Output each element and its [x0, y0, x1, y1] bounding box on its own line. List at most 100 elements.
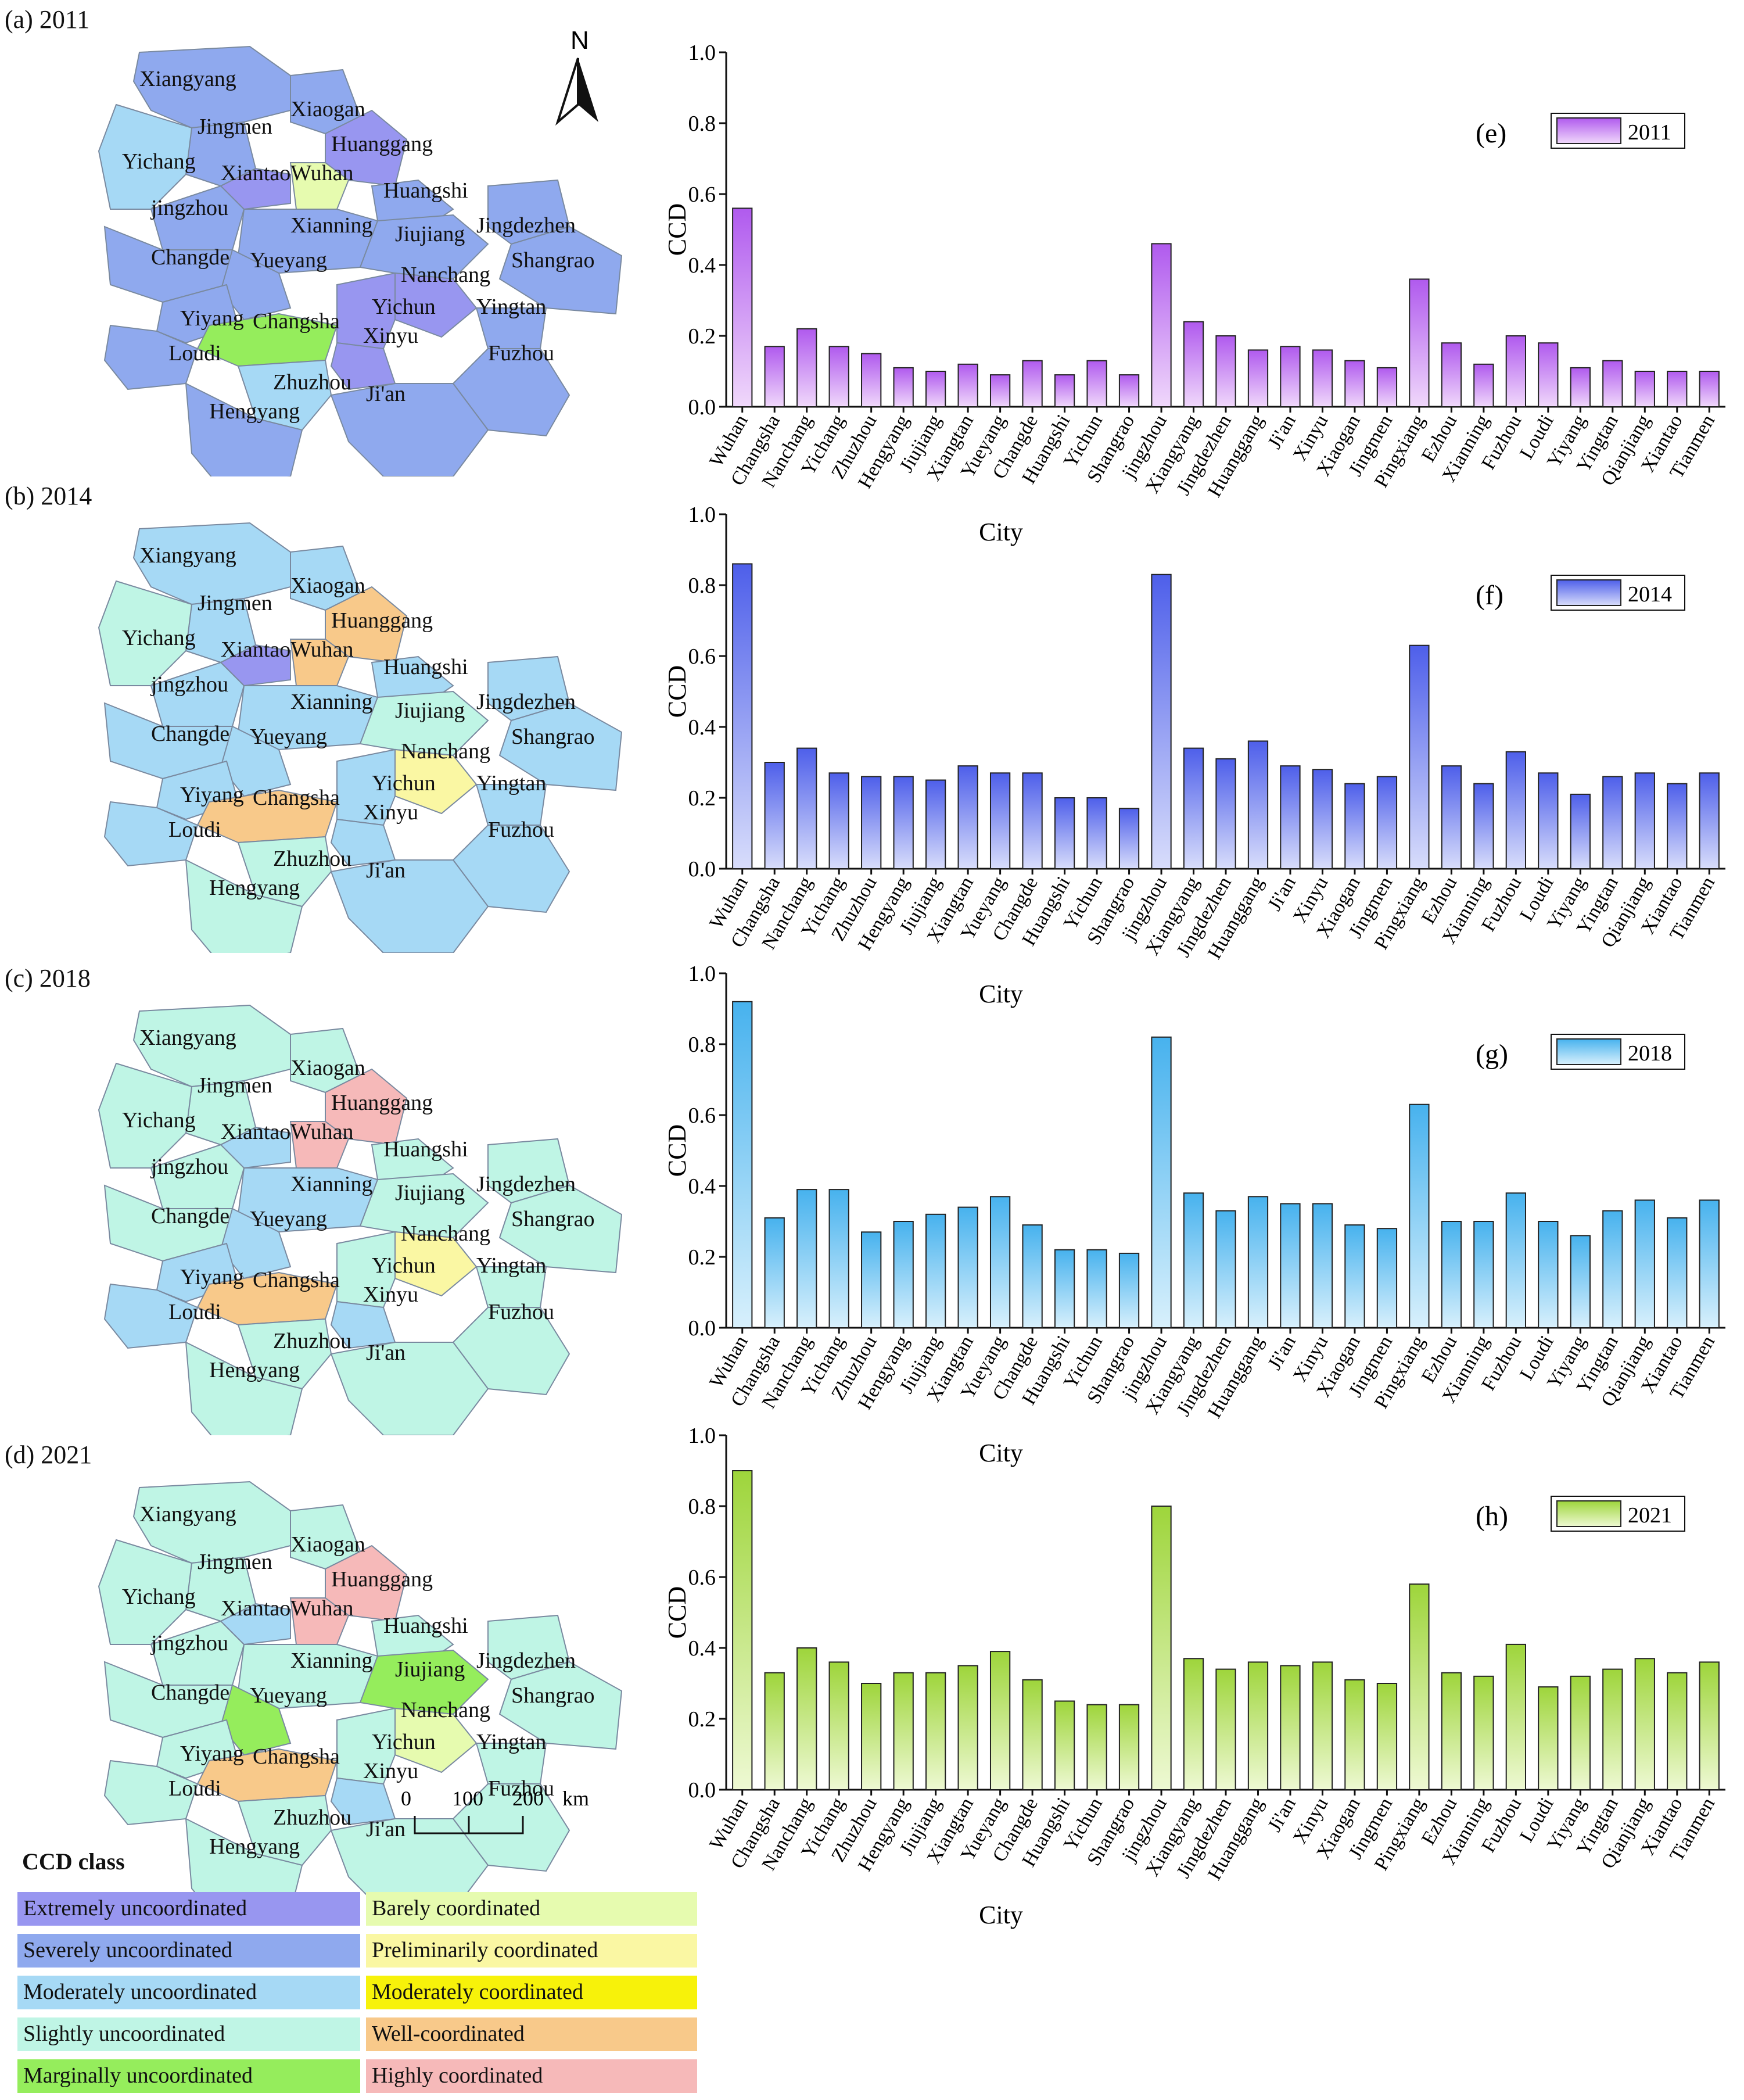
legend-label: Moderately uncoordinated	[23, 1980, 257, 2004]
map-label: Yueyang	[250, 248, 327, 273]
map-region-shangrao	[498, 702, 623, 791]
bar-jingzhou	[1151, 1506, 1172, 1790]
bar-yichang	[828, 1661, 849, 1790]
map-label: Yiyang	[180, 1741, 244, 1766]
x-axis-label: City	[979, 1901, 1023, 1929]
bar-changsha	[764, 1217, 785, 1328]
map-region-jingzhou	[150, 1144, 245, 1209]
scale-tick-200: 200	[512, 1787, 544, 1810]
legend-swatch	[366, 1892, 697, 1926]
bar-tianmen	[1699, 1661, 1720, 1790]
bar-fuzhou	[1505, 335, 1527, 407]
map-label: Fuzhou	[488, 1776, 554, 1801]
map-label: Zhuzhou	[273, 1805, 351, 1830]
map-label: Yiyang	[180, 783, 244, 807]
map-label: Zhuzhou	[273, 370, 351, 395]
bar-loudi	[1538, 1221, 1559, 1328]
bar-nanchang	[796, 1647, 817, 1790]
bar-xiaogan	[1344, 1224, 1365, 1328]
map-region-yueyang	[220, 249, 292, 321]
map-label: Hengyang	[209, 876, 300, 900]
series-legend-swatch	[1556, 117, 1621, 144]
legend-item: Preliminarily coordinated	[366, 1929, 697, 1971]
map-label: Huangshi	[383, 655, 468, 679]
bar-jian	[1280, 1203, 1301, 1328]
bar-changsha	[764, 346, 785, 407]
bar-pingxiang	[1409, 278, 1430, 407]
y-axis-label: CCD	[668, 203, 691, 256]
y-tick-label: 0.2	[688, 1245, 716, 1270]
series-legend-label: 2011	[1628, 120, 1671, 145]
map-region-xinyu	[330, 1777, 396, 1826]
map-region-yichun	[336, 1231, 396, 1309]
map-label: Shangrao	[511, 248, 595, 273]
ccd-legend: CCD class Extremely uncoordinated Severel…	[17, 1842, 703, 2098]
bar-xinyu	[1312, 1661, 1333, 1790]
map-label: Changsha	[253, 786, 340, 810]
map-label: Xinyu	[363, 800, 418, 825]
bar-yichang	[828, 346, 849, 407]
bar-xiangyang	[1183, 747, 1204, 869]
map-panel-2018: Xiangyang Jingmen Xiaogan Huanggang Yichang X…	[0, 959, 697, 1435]
legend-item: Severely uncoordinated	[17, 1929, 360, 1971]
map-label: Xianning	[290, 213, 372, 238]
bar-loudi	[1538, 342, 1559, 408]
map-label: Xianning	[290, 1649, 372, 1673]
bar-loudi	[1538, 1686, 1559, 1790]
map-label: Jingdezhen	[476, 690, 576, 714]
legend-column-right: Barely coordinated Preliminarily coordina…	[366, 1887, 697, 2097]
bar-xianning	[1473, 1221, 1494, 1328]
map-region-wuhan	[289, 1597, 350, 1645]
map-2018: Xiangyang Jingmen Xiaogan Huanggang Yichang X…	[98, 1004, 623, 1435]
bar-zhuzhou	[861, 1231, 882, 1328]
bar-xiangtan	[957, 1206, 978, 1328]
map-label: Xiangyang	[139, 543, 236, 568]
legend-swatch	[17, 2059, 360, 2093]
north-arrow: N	[540, 23, 622, 137]
bar-jingmen	[1376, 776, 1398, 869]
bar-qianjiang	[1634, 1199, 1655, 1328]
legend-swatch	[17, 2017, 360, 2051]
bar-jiujiang	[925, 1213, 946, 1328]
map-label: Xinyu	[363, 1759, 418, 1783]
y-tick-label: 0.8	[688, 112, 716, 136]
bar-jingzhou	[1151, 243, 1172, 407]
map-label: Huangshi	[383, 178, 468, 203]
bar-huangshi	[1054, 374, 1075, 407]
y-tick-label: 1.0	[688, 1424, 716, 1448]
legend-item: Moderately coordinated	[366, 1971, 697, 2013]
legend-label: Severely uncoordinated	[23, 1938, 232, 1962]
map-label: Ji'an	[366, 1817, 406, 1841]
bar-jingdezhen	[1215, 758, 1236, 869]
scale-unit: km	[562, 1787, 589, 1810]
bar-yiyang	[1570, 1235, 1591, 1328]
map-label: Changsha	[253, 1744, 340, 1769]
bar-xiaogan	[1344, 1679, 1365, 1790]
bar-xinyu	[1312, 349, 1333, 408]
map-label: Yichun	[372, 295, 436, 319]
map-label: Jingmen	[198, 1073, 272, 1098]
y-axis-label: CCD	[668, 665, 691, 718]
y-tick-label: 1.0	[688, 503, 716, 527]
map-2021: Xiangyang Jingmen Xiaogan Huanggang Yichang X…	[98, 1481, 623, 1912]
y-tick-label: 0.0	[688, 857, 716, 881]
map-label: Yichang	[122, 1585, 196, 1609]
bar-xiangyang	[1183, 321, 1204, 407]
bar-xinyu	[1312, 1203, 1333, 1328]
bar-wuhan	[732, 1001, 753, 1329]
bar-jiujiang	[925, 779, 946, 869]
scale-tick-100: 100	[452, 1787, 483, 1810]
y-tick-label: 0.4	[688, 1636, 716, 1661]
map-label: Yingtan	[476, 771, 546, 795]
bar-chart-2011: 0.00.20.40.60.81.0CCDWuhanChangshaNancha…	[668, 41, 1725, 546]
map-label: Huanggang	[331, 1567, 433, 1592]
legend-item: Marginally uncoordinated	[17, 2055, 360, 2097]
map-region-xinyu	[330, 818, 396, 867]
bar-wuhan	[732, 1470, 753, 1790]
map-region-jingzhou	[150, 661, 245, 727]
map-label: Ji'an	[366, 1341, 406, 1365]
map-region-zhuzhou	[237, 1318, 332, 1390]
map-label: Nanchang	[401, 739, 490, 764]
map-label: Xiaogan	[290, 1532, 365, 1557]
